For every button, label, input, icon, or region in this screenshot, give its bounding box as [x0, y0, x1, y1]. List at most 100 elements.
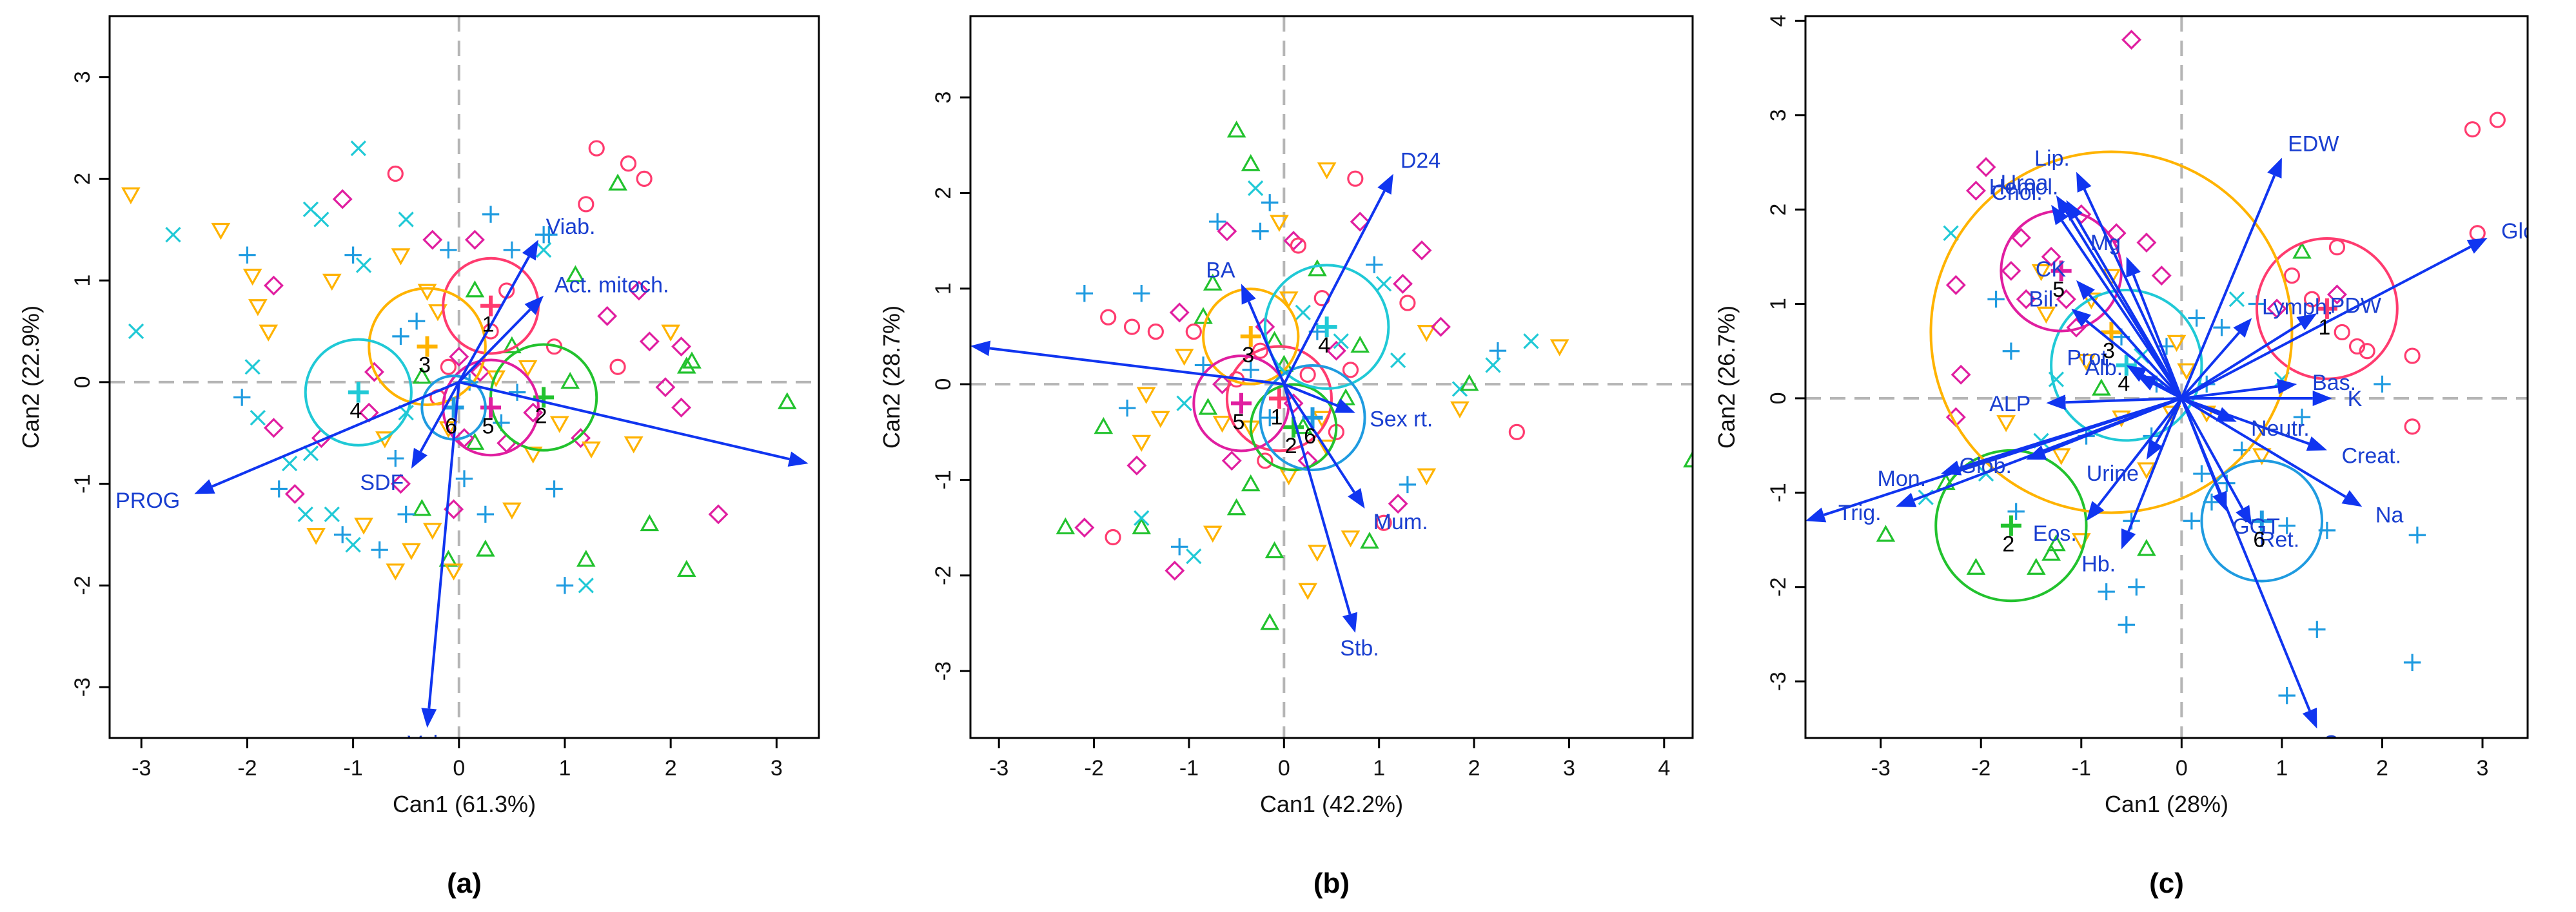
data-point-group-6	[2183, 512, 2201, 530]
data-point-group-3	[248, 299, 268, 316]
data-point-group-3	[121, 187, 141, 204]
data-point-group-6	[2403, 654, 2421, 672]
data-point-group-4	[398, 211, 414, 228]
centroid-label-group-4: 4	[2118, 372, 2130, 396]
data-point-group-3	[2031, 264, 2051, 282]
x-tick-label: -1	[1179, 756, 1199, 781]
data-point-group-2	[1350, 335, 1370, 353]
x-tick-label: -3	[1871, 756, 1891, 781]
data-point-group-3	[2252, 448, 2272, 465]
arrow-glc-head	[2466, 238, 2488, 254]
panel-caption: (a)	[447, 868, 482, 899]
data-point-group-4	[1134, 510, 1150, 526]
data-point-group-2	[2137, 539, 2156, 556]
data-point-group-3	[1212, 416, 1232, 433]
y-tick-label: 0	[1766, 392, 1791, 404]
arrow-label-ca: Ca	[2323, 732, 2351, 756]
data-point-group-5	[264, 418, 284, 438]
data-point-group-3	[549, 416, 569, 433]
centroid-label-group-1: 1	[1270, 405, 1283, 429]
data-point-group-4	[128, 323, 144, 340]
arrow-vol-head	[421, 708, 437, 728]
data-point-group-4	[244, 359, 261, 375]
arrow-label-viab: Viab.	[546, 215, 596, 239]
data-point-group-6	[397, 505, 415, 523]
data-point-group-6	[2098, 583, 2115, 601]
data-point-group-1	[2404, 418, 2421, 435]
arrow-label-glob: Glob.	[1960, 454, 2012, 478]
arrow-sex-rt-head	[1334, 398, 1355, 413]
arrow-urine-head	[2146, 439, 2163, 460]
arrow-label-hb: Hb.	[2081, 552, 2116, 576]
data-point-group-2	[1241, 474, 1261, 492]
data-point-group-5	[1388, 494, 1408, 514]
data-point-group-2	[1094, 416, 1114, 434]
data-point-group-3	[438, 421, 458, 438]
arrow-label-prot: Prot.	[2067, 345, 2113, 370]
data-point-group-4	[1333, 333, 1349, 349]
data-point-group-1	[2328, 239, 2346, 256]
data-point-group-6	[540, 226, 558, 244]
data-point-group-6	[2278, 517, 2296, 534]
y-tick-label: 0	[70, 376, 95, 388]
data-point-group-1	[609, 358, 626, 375]
data-point-group-3	[211, 222, 231, 240]
arrow-na-head	[2341, 490, 2363, 507]
arrow-ca-shaft	[2180, 398, 2311, 712]
x-tick-label: 4	[1658, 756, 1670, 781]
centroid-label-group-5: 5	[1233, 410, 1245, 434]
data-point-group-1	[1508, 423, 1525, 440]
centroid-label-group-6: 6	[1304, 424, 1316, 449]
data-point-group-6	[239, 246, 256, 264]
arrow-label-sdf: SDF	[360, 471, 404, 495]
arrow-sex-rt-shaft	[1283, 383, 1338, 407]
x-tick-label: -2	[1971, 756, 1991, 781]
arrow-label-ret: Ret.	[2259, 528, 2299, 552]
centroid-label-group-6: 6	[445, 414, 457, 438]
arrow-label-urea: Urea	[2001, 171, 2049, 195]
arrow-stb-shaft	[1283, 383, 1352, 615]
data-point-group-5	[708, 504, 729, 525]
arrow-label-mg: Mg	[2090, 231, 2121, 255]
arrow-bil-head	[2071, 308, 2092, 327]
y-tick-label: 1	[1766, 298, 1791, 310]
arrow-label-d24: D24	[1401, 148, 1440, 173]
arrow-prog-head	[194, 479, 215, 494]
data-point-group-6	[1133, 284, 1150, 302]
y-tick-label: 3	[70, 71, 95, 83]
data-point-group-2	[412, 367, 432, 384]
x-tick-label: -2	[237, 756, 257, 781]
data-point-group-3	[661, 324, 680, 342]
data-point-group-6	[1242, 361, 1259, 379]
data-point-group-3	[1150, 411, 1170, 428]
data-point-group-5	[1126, 455, 1147, 476]
data-point-group-3	[518, 360, 538, 378]
arrow-chol-shaft	[2061, 220, 2183, 400]
data-point-group-3	[2177, 363, 2196, 380]
data-point-group-6	[1261, 409, 1279, 427]
data-point-group-3	[354, 518, 373, 535]
data-point-group-6	[387, 449, 404, 467]
data-point-group-6	[2308, 621, 2326, 638]
data-point-group-5	[629, 280, 649, 301]
arrow-alp-shaft	[2065, 396, 2182, 404]
data-point-group-6	[556, 577, 574, 594]
arrow-sdf-shaft	[419, 381, 460, 452]
data-point-group-1	[1252, 342, 1269, 359]
data-point-group-6	[2128, 578, 2145, 596]
arrow-label-lip: Lip.	[2034, 146, 2070, 171]
data-point-group-4	[1176, 395, 1192, 411]
y-tick-label: -3	[70, 677, 95, 697]
data-point-group-5	[2326, 284, 2347, 305]
data-point-group-5	[671, 397, 692, 418]
data-point-group-3	[1174, 349, 1194, 366]
data-point-group-3	[422, 523, 442, 540]
data-point-group-5	[2056, 289, 2076, 309]
data-point-group-6	[2213, 318, 2230, 336]
data-point-group-5	[1951, 364, 1971, 385]
confidence-circle-group-1	[2256, 237, 2399, 380]
data-point-group-1	[620, 155, 637, 172]
arrow-mg-shaft	[2132, 274, 2183, 399]
